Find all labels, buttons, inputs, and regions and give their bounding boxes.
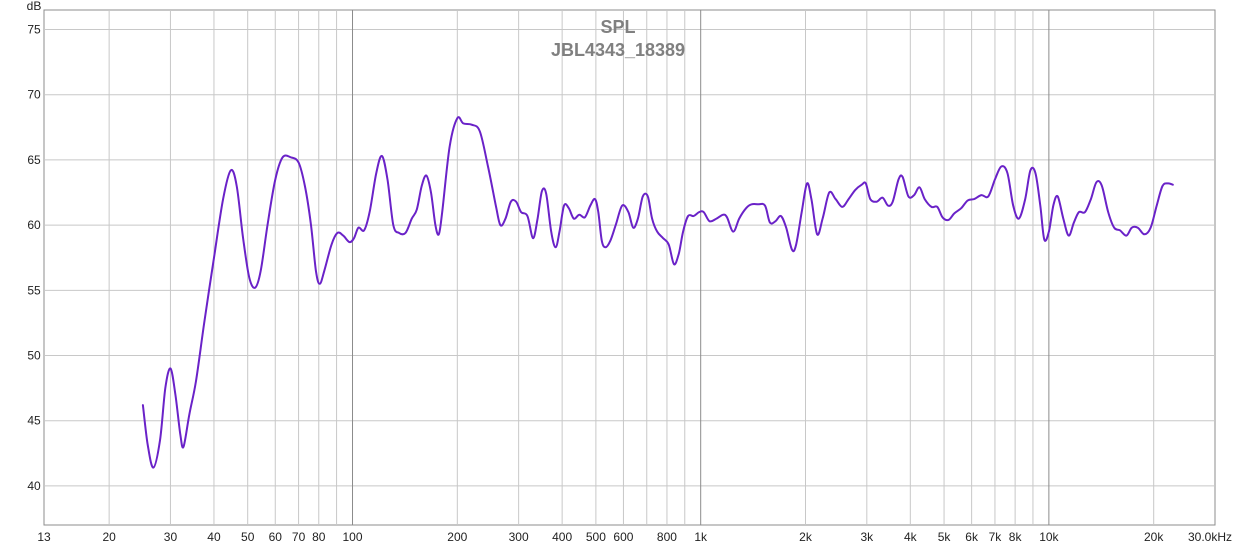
y-tick-label: 55 xyxy=(27,283,41,297)
x-tick-label: 7k xyxy=(989,530,1003,544)
x-tick-label: 100 xyxy=(342,530,362,544)
x-tick-label: 300 xyxy=(509,530,529,544)
y-tick-label: 40 xyxy=(27,479,41,493)
y-tick-label: 75 xyxy=(27,23,41,37)
x-tick-label: 200 xyxy=(447,530,467,544)
chart-title: SPL xyxy=(600,17,635,37)
x-tick-label: 5k xyxy=(938,530,952,544)
x-tick-label: 10k xyxy=(1039,530,1059,544)
x-tick-label: 60 xyxy=(269,530,283,544)
y-tick-label: 65 xyxy=(27,153,41,167)
y-axis-label: dB xyxy=(27,0,42,13)
x-tick-labels: 13 20 30 40 50 60 70 80 100 200 300 400 500 600 800 1k 2… xyxy=(37,530,1164,544)
x-tick-label: 3k xyxy=(860,530,874,544)
x-tick-label: 1k xyxy=(694,530,708,544)
x-tick-label: 8k xyxy=(1009,530,1023,544)
x-tick-label: 80 xyxy=(312,530,326,544)
x-tick-label: 20 xyxy=(102,530,116,544)
x-tick-label: 40 xyxy=(207,530,221,544)
y-tick-label: 45 xyxy=(27,414,41,428)
x-tick-label: 13 xyxy=(37,530,51,544)
chart-subtitle: JBL4343_18389 xyxy=(551,40,685,60)
x-axis-end-label: 30.0kHz xyxy=(1188,530,1232,544)
grid-lines xyxy=(44,10,1215,525)
plot-area xyxy=(43,9,1216,526)
x-tick-label: 6k xyxy=(965,530,979,544)
y-tick-label: 60 xyxy=(27,218,41,232)
x-tick-label: 30 xyxy=(164,530,178,544)
x-tick-label: 70 xyxy=(292,530,306,544)
x-tick-label: 2k xyxy=(799,530,813,544)
x-tick-label: 50 xyxy=(241,530,255,544)
y-tick-labels: 40 45 50 55 60 65 70 75 xyxy=(27,23,41,493)
x-tick-label: 400 xyxy=(552,530,572,544)
x-tick-label: 500 xyxy=(586,530,606,544)
x-tick-label: 800 xyxy=(657,530,677,544)
y-tick-label: 70 xyxy=(27,88,41,102)
x-tick-label: 4k xyxy=(904,530,918,544)
series-line-spl xyxy=(141,116,1174,469)
x-tick-label: 600 xyxy=(613,530,633,544)
x-tick-label: 20k xyxy=(1144,530,1164,544)
y-tick-label: 50 xyxy=(27,349,41,363)
